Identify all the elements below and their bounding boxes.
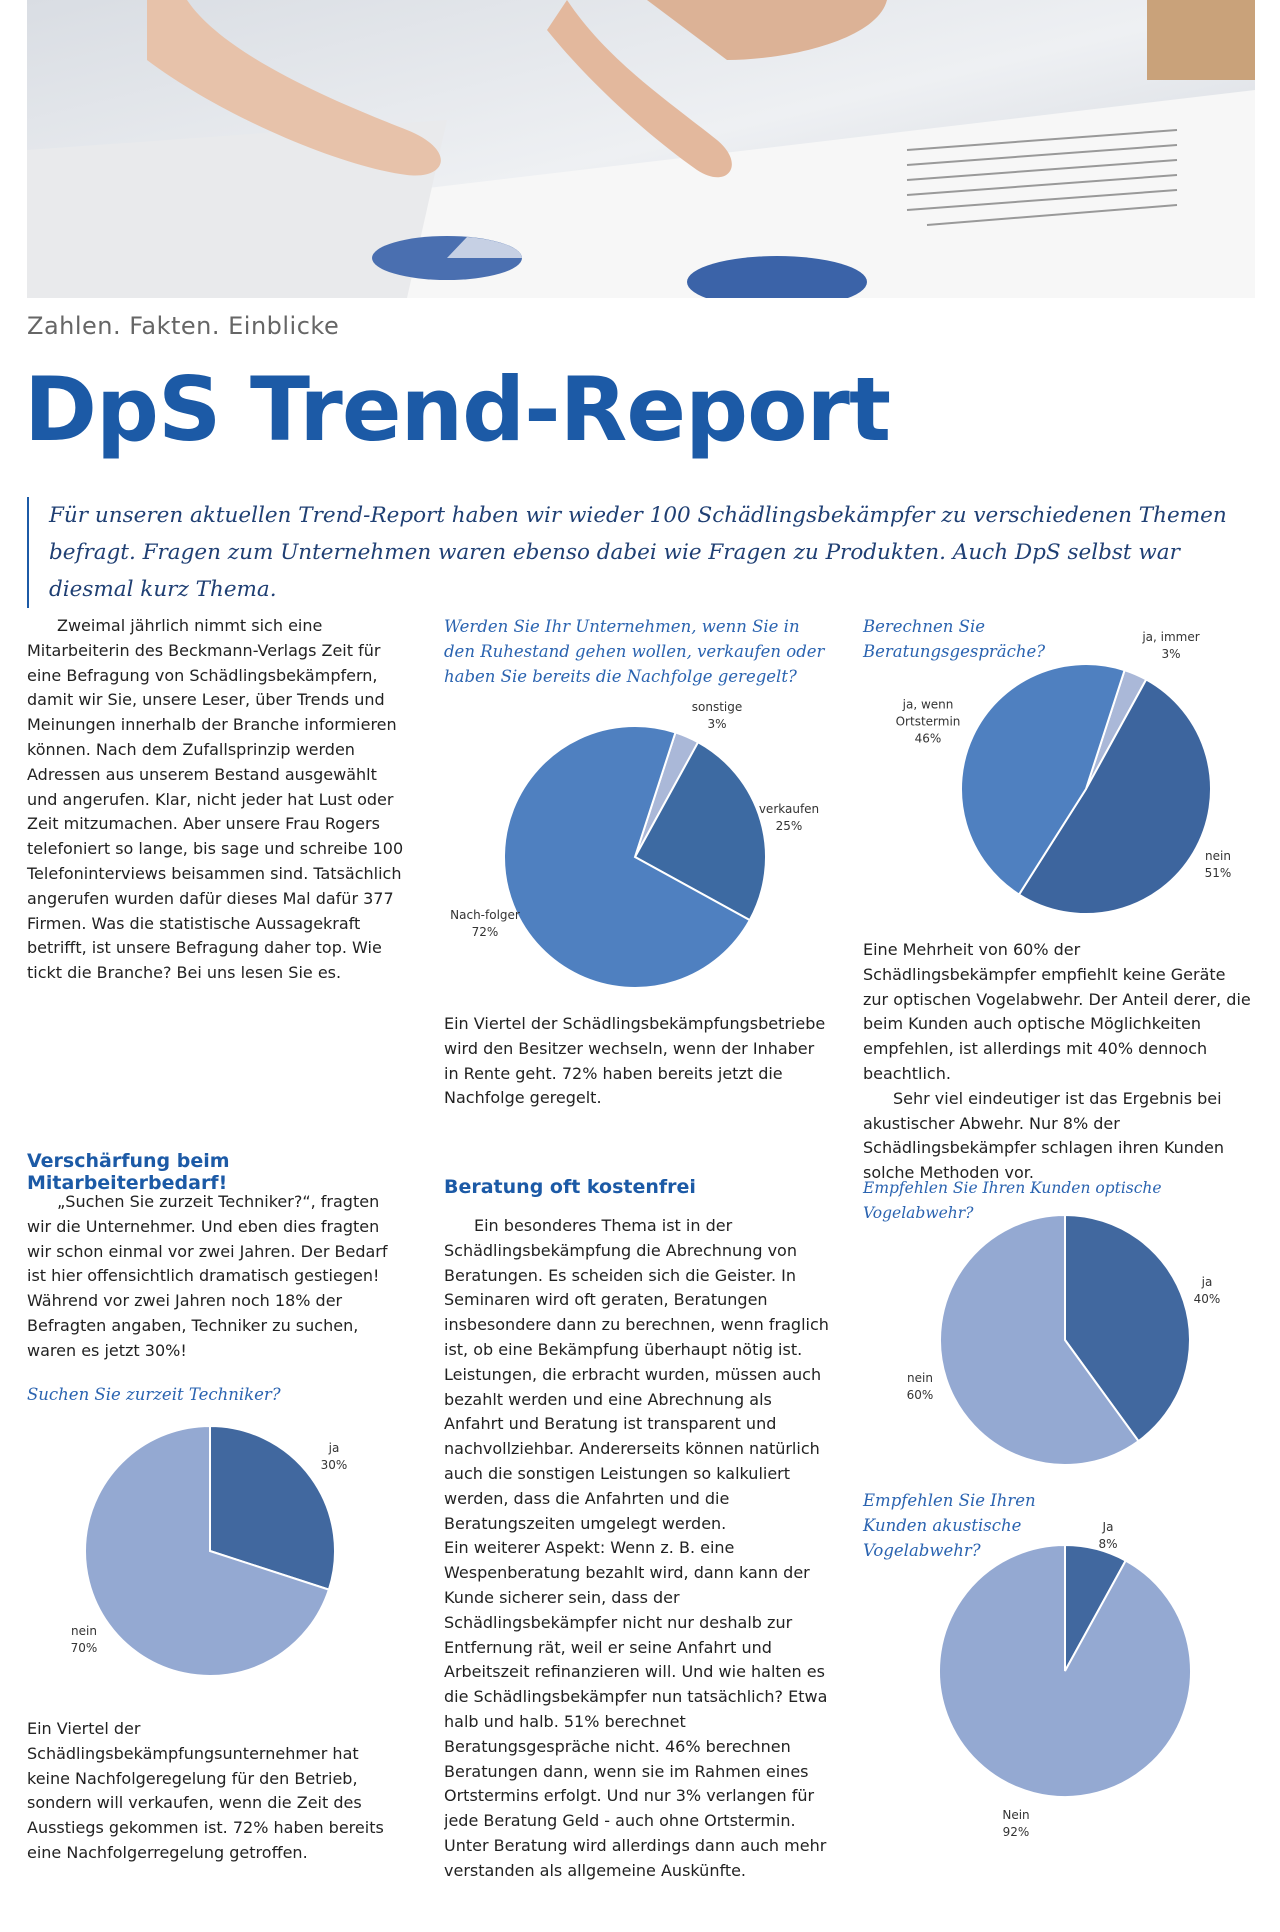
slice-value: 3% xyxy=(1161,647,1181,661)
slice-label: nein 70% xyxy=(39,1623,129,1657)
column: Ein besonderes Thema ist in der Schädlin… xyxy=(444,1214,832,1924)
slice-category: nein xyxy=(71,1624,97,1638)
slice-label: sonstige 3% xyxy=(672,699,762,733)
slice-value: 25% xyxy=(775,819,803,833)
pie-slice xyxy=(209,1424,336,1591)
slice-label: ja 40% xyxy=(1162,1274,1252,1308)
slice-category: ja, immer xyxy=(1142,630,1200,644)
header-photo xyxy=(27,0,1255,298)
chart-question: Empfehlen Sie Ihren Kunden akustische Vo… xyxy=(863,1491,1036,1560)
slice-category: Nach-folger xyxy=(450,908,520,922)
pie-slice xyxy=(1064,1213,1191,1443)
slice-category: ja xyxy=(328,1441,340,1455)
paragraph: Eine Mehrheit von 60% der Schädlingsbekä… xyxy=(863,940,1251,1083)
slice-value: 46% xyxy=(914,731,942,746)
slice-value: 40% xyxy=(1193,1292,1221,1306)
pie-slice xyxy=(1017,678,1212,915)
column: Ein Viertel der Schädlingsbekämpfungsbet… xyxy=(444,1012,832,1111)
section-heading: Verschärfung beim Mitarbeiterbedarf! xyxy=(27,1150,230,1194)
slice-value: 92% xyxy=(1002,1825,1030,1839)
slice-category: ja xyxy=(1201,1275,1213,1289)
pie-slice xyxy=(939,1213,1140,1466)
paragraph: Ein besonderes Thema ist in der Schädlin… xyxy=(444,1216,829,1533)
slice-value: 60% xyxy=(906,1388,934,1402)
chart-question: Empfehlen Sie Ihren Kunden optische Voge… xyxy=(863,1179,1162,1222)
pie-slice xyxy=(633,740,767,922)
slice-category: Nein xyxy=(1002,1808,1030,1822)
column: Eine Mehrheit von 60% der Schädlingsbekä… xyxy=(863,938,1255,1186)
paragraph: Ein Viertel der Schädlingsbekämpfungsunt… xyxy=(27,1719,384,1862)
slice-category: verkaufen xyxy=(758,802,820,816)
chart-question: Werden Sie Ihr Unternehmen, wenn Sie in … xyxy=(444,617,825,686)
pie-slice xyxy=(84,1424,331,1677)
intro: Für unseren aktuellen Trend-Report haben… xyxy=(27,497,1259,608)
slice-value: 8% xyxy=(1098,1537,1118,1551)
slice-label: Nach-folger 72% xyxy=(440,907,530,941)
slice-category: nein xyxy=(1205,849,1231,863)
slice-category: nein xyxy=(907,1371,933,1385)
slice-label: nein 60% xyxy=(875,1370,965,1404)
slice-label: nein 51% xyxy=(1173,848,1263,882)
section-heading: Beratung oft kostenfrei xyxy=(444,1176,696,1198)
paragraph: Ein weiterer Aspekt: Wenn z. B. eine Wes… xyxy=(444,1538,828,1880)
slice-label: ja, immer 3% xyxy=(1126,629,1216,663)
slice-value: 30% xyxy=(320,1458,348,1472)
paragraph: Sehr viel eindeutiger ist das Ergebnis b… xyxy=(863,1088,1224,1183)
slice-value: 72% xyxy=(471,925,499,939)
kicker: Zahlen. Fakten. Einblicke xyxy=(27,312,340,340)
pie-slice xyxy=(938,1543,1192,1798)
slice-category: ja, wenn Ortstermin xyxy=(895,697,961,729)
slice-label: verkaufen 25% xyxy=(744,801,834,835)
pie-slice xyxy=(503,725,752,989)
slice-label: ja 30% xyxy=(289,1440,379,1474)
slice-label: Ja 8% xyxy=(1063,1519,1153,1553)
column: „Suchen Sie zurzeit Techniker?“, fragten… xyxy=(27,1190,404,1364)
slice-label: Nein 92% xyxy=(971,1807,1061,1841)
slice-value: 51% xyxy=(1204,866,1232,880)
chart-question: Suchen Sie zurzeit Techniker? xyxy=(27,1385,281,1404)
slice-category: sonstige xyxy=(691,700,743,714)
slice-label: ja, wenn Ortstermin 46% xyxy=(883,697,973,748)
slice-value: 70% xyxy=(70,1641,98,1655)
slice-value: 3% xyxy=(707,717,727,731)
paragraph: „Suchen Sie zurzeit Techniker?“, fragten… xyxy=(27,1192,388,1360)
slice-category: Ja xyxy=(1102,1520,1114,1534)
paragraph: Zweimal jährlich nimmt sich eine Mitarbe… xyxy=(27,616,404,983)
column: Ein Viertel der Schädlingsbekämpfungsunt… xyxy=(27,1717,404,1866)
pie-slice xyxy=(960,663,1126,896)
paragraph: Ein Viertel der Schädlingsbekämpfungsbet… xyxy=(444,1014,826,1108)
column: Zweimal jährlich nimmt sich eine Mitarbe… xyxy=(27,614,404,986)
page-title: DpS Trend-Report xyxy=(24,358,891,461)
chart-question: Berechnen Sie Beratungsgespräche? xyxy=(863,617,1046,661)
